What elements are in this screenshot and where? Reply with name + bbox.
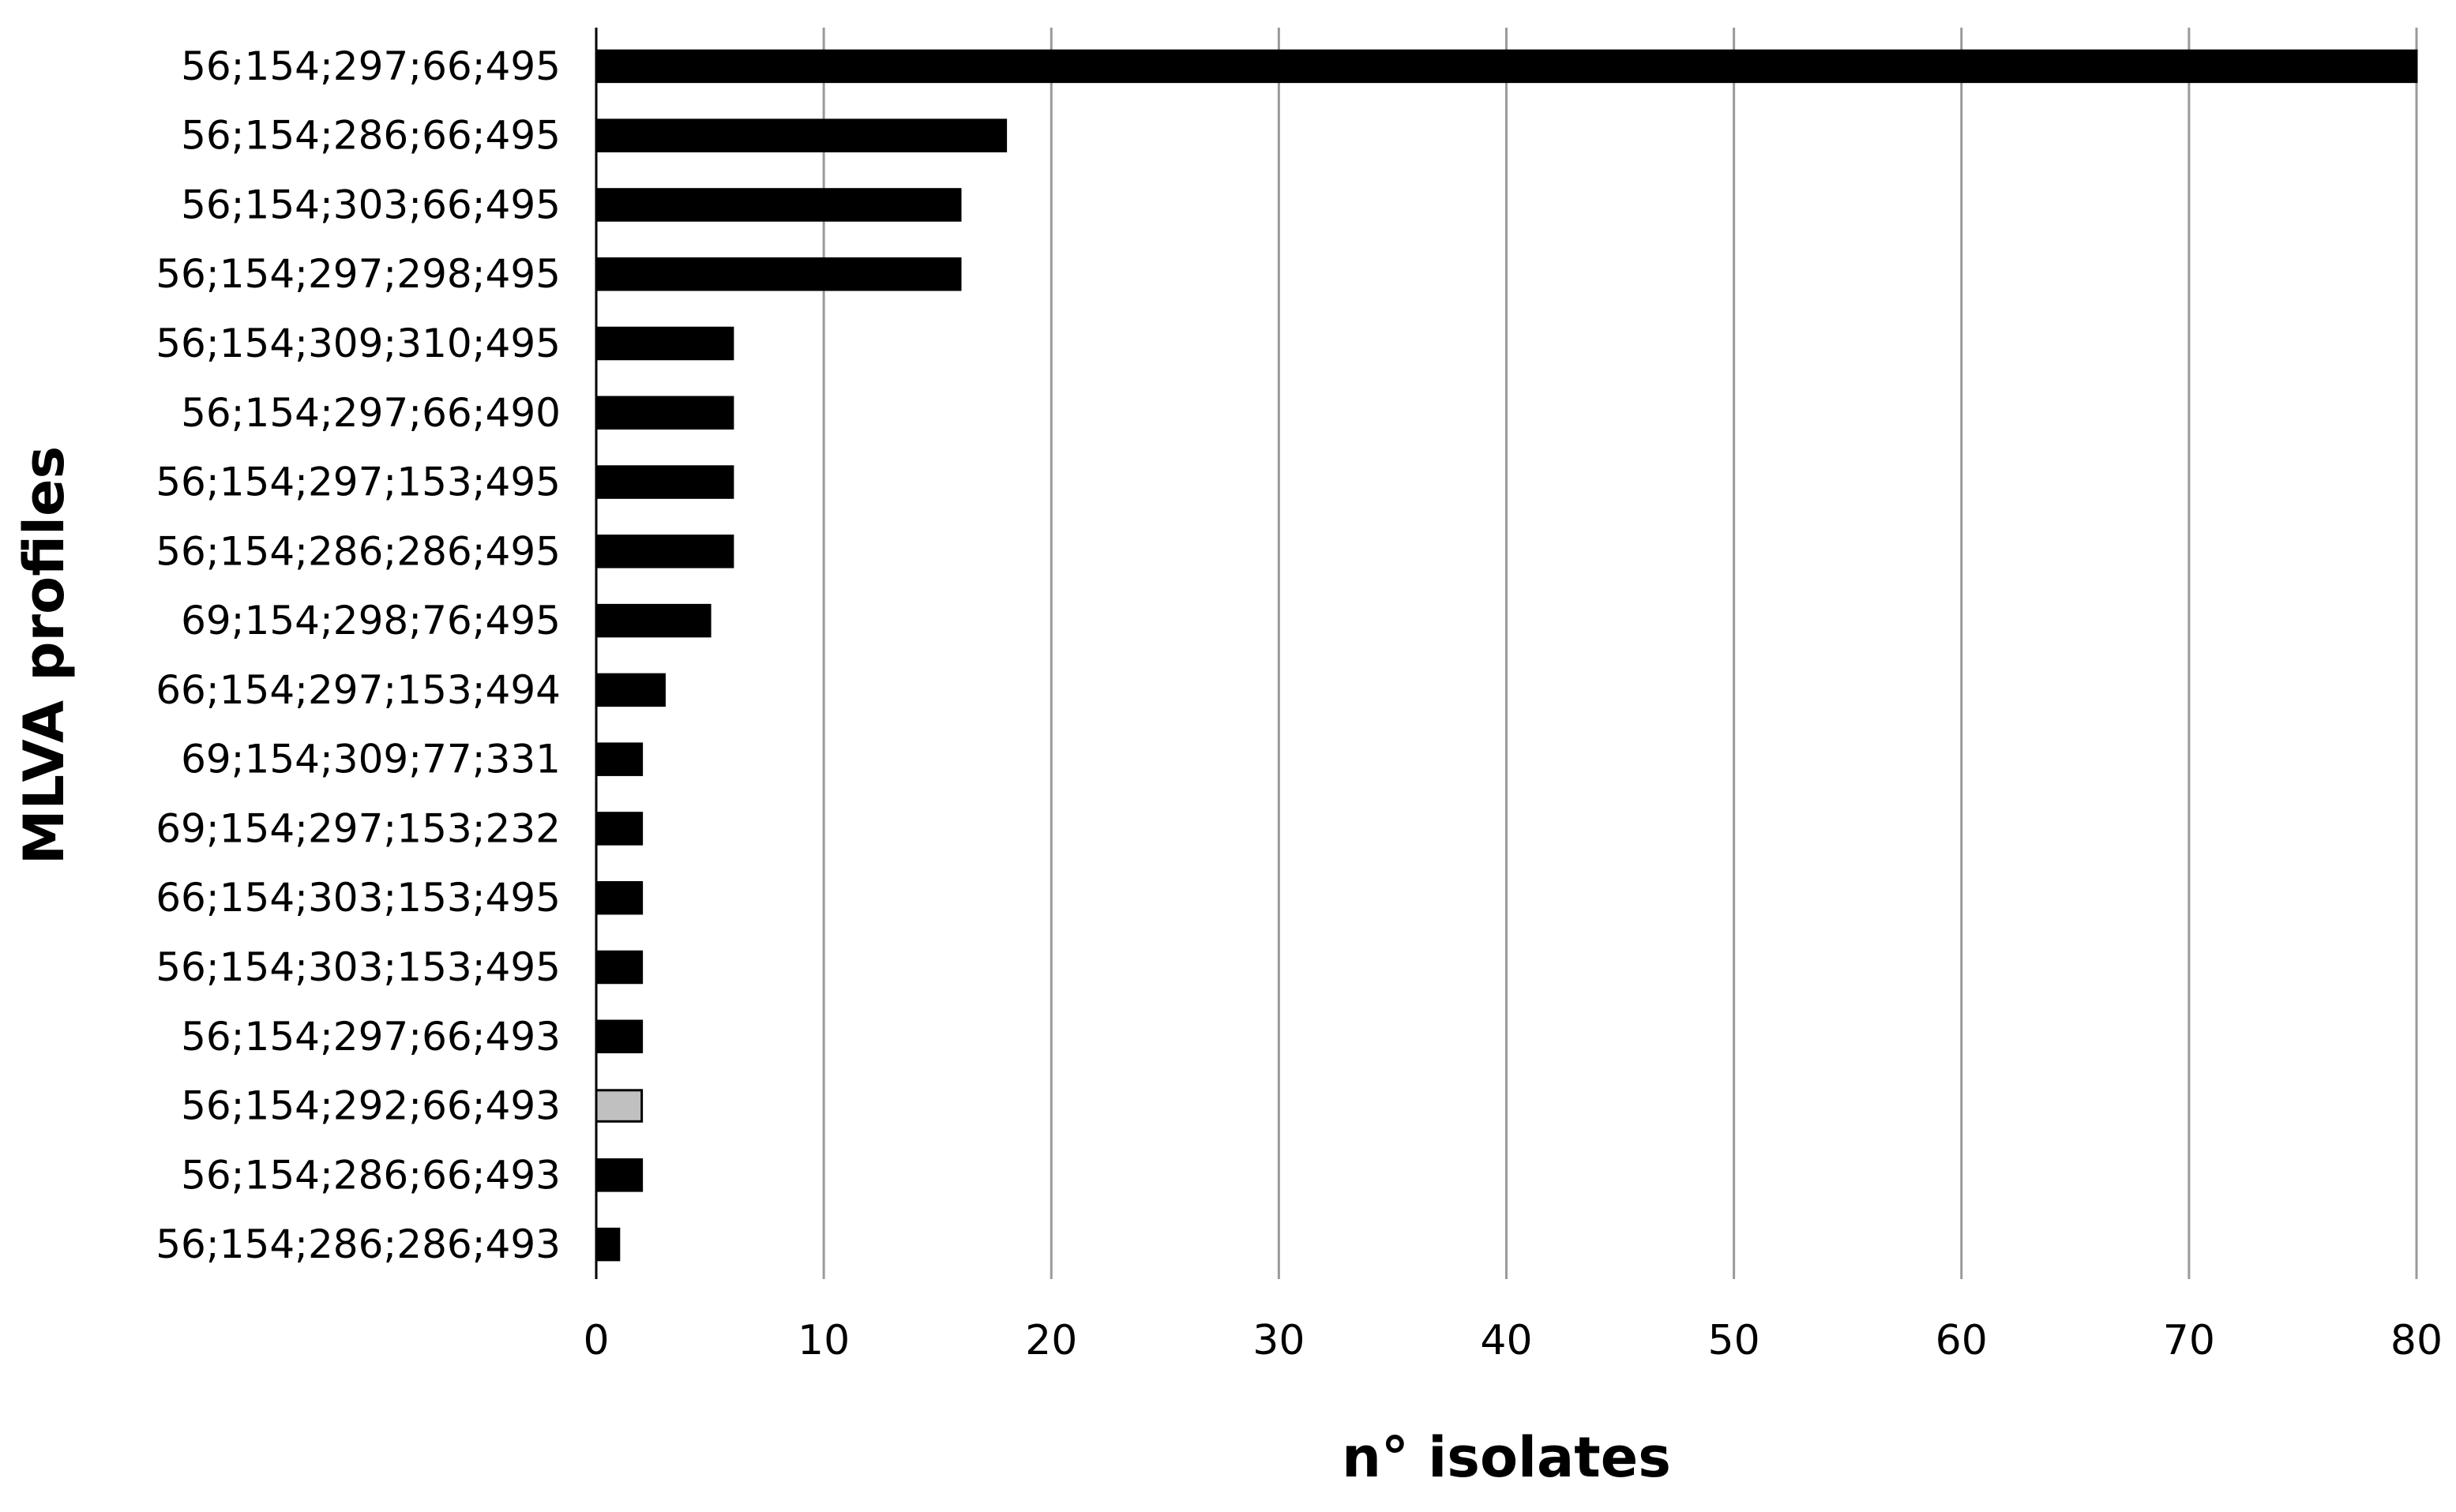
category-label: 56;154;297;66;493 <box>181 1014 561 1060</box>
x-tick-label: 10 <box>798 1317 850 1364</box>
category-label: 56;154;297;66;495 <box>181 43 561 89</box>
bar <box>595 1089 644 1123</box>
category-label: 56;154;286;286;495 <box>156 528 561 574</box>
category-label: 56;154;303;66;495 <box>181 182 561 227</box>
category-labels: 56;154;297;66;495 56;154;286;66;495 56;154… <box>156 43 561 1267</box>
category-label: 56;154;297;66;490 <box>181 390 561 436</box>
bar <box>595 812 644 846</box>
category-label: 66;154;297;153;494 <box>156 667 561 713</box>
bar <box>595 1227 621 1262</box>
x-tick-label: 0 <box>583 1317 609 1364</box>
category-label: 56;154;309;310;495 <box>156 321 561 366</box>
bar <box>595 950 644 985</box>
x-tick-labels: 0 10 20 30 40 50 60 70 80 <box>583 1317 2443 1364</box>
bar <box>595 118 1008 152</box>
category-label: 56;154;303;153;495 <box>156 944 561 990</box>
bar <box>595 1019 644 1054</box>
category-label: 69;154;298;76;495 <box>181 598 561 643</box>
x-tick-label: 70 <box>2163 1317 2215 1364</box>
bar <box>595 1158 644 1192</box>
x-tick-label: 60 <box>1936 1317 1988 1364</box>
category-label: 56;154;286;66;493 <box>181 1152 561 1198</box>
x-tick-label: 80 <box>2390 1317 2443 1364</box>
category-label: 56;154;292;66;493 <box>181 1083 561 1129</box>
bar <box>595 396 734 430</box>
category-label: 66;154;303;153;495 <box>156 875 561 921</box>
category-label: 56;154;297;298;495 <box>156 251 561 297</box>
x-tick-label: 50 <box>1708 1317 1760 1364</box>
category-label: 56;154;286;286;493 <box>156 1221 561 1267</box>
bar <box>595 49 2418 84</box>
bar <box>595 188 962 222</box>
bar <box>595 880 644 915</box>
bar <box>595 673 666 707</box>
bar <box>595 742 644 776</box>
category-label: 56;154;297;153;495 <box>156 460 561 505</box>
x-tick-label: 40 <box>1480 1317 1532 1364</box>
y-axis-title: MLVA profiles <box>12 446 77 865</box>
bar <box>595 465 734 499</box>
category-label: 69;154;297;153;232 <box>156 805 561 851</box>
bar <box>595 535 734 568</box>
gridlines <box>822 28 2418 1279</box>
bar <box>595 257 962 291</box>
x-tick-label: 20 <box>1025 1317 1077 1364</box>
bar <box>595 326 734 361</box>
category-label: 56;154;286;66;495 <box>181 113 561 159</box>
x-tick-label: 30 <box>1252 1317 1305 1364</box>
category-label: 69;154;309;77;331 <box>181 737 561 782</box>
bar <box>595 603 712 638</box>
x-axis-title: n° isolates <box>1342 1425 1671 1490</box>
